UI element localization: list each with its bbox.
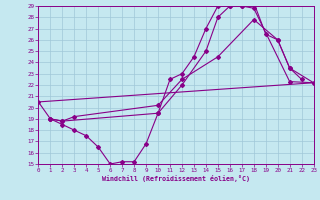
X-axis label: Windchill (Refroidissement éolien,°C): Windchill (Refroidissement éolien,°C) [102,175,250,182]
